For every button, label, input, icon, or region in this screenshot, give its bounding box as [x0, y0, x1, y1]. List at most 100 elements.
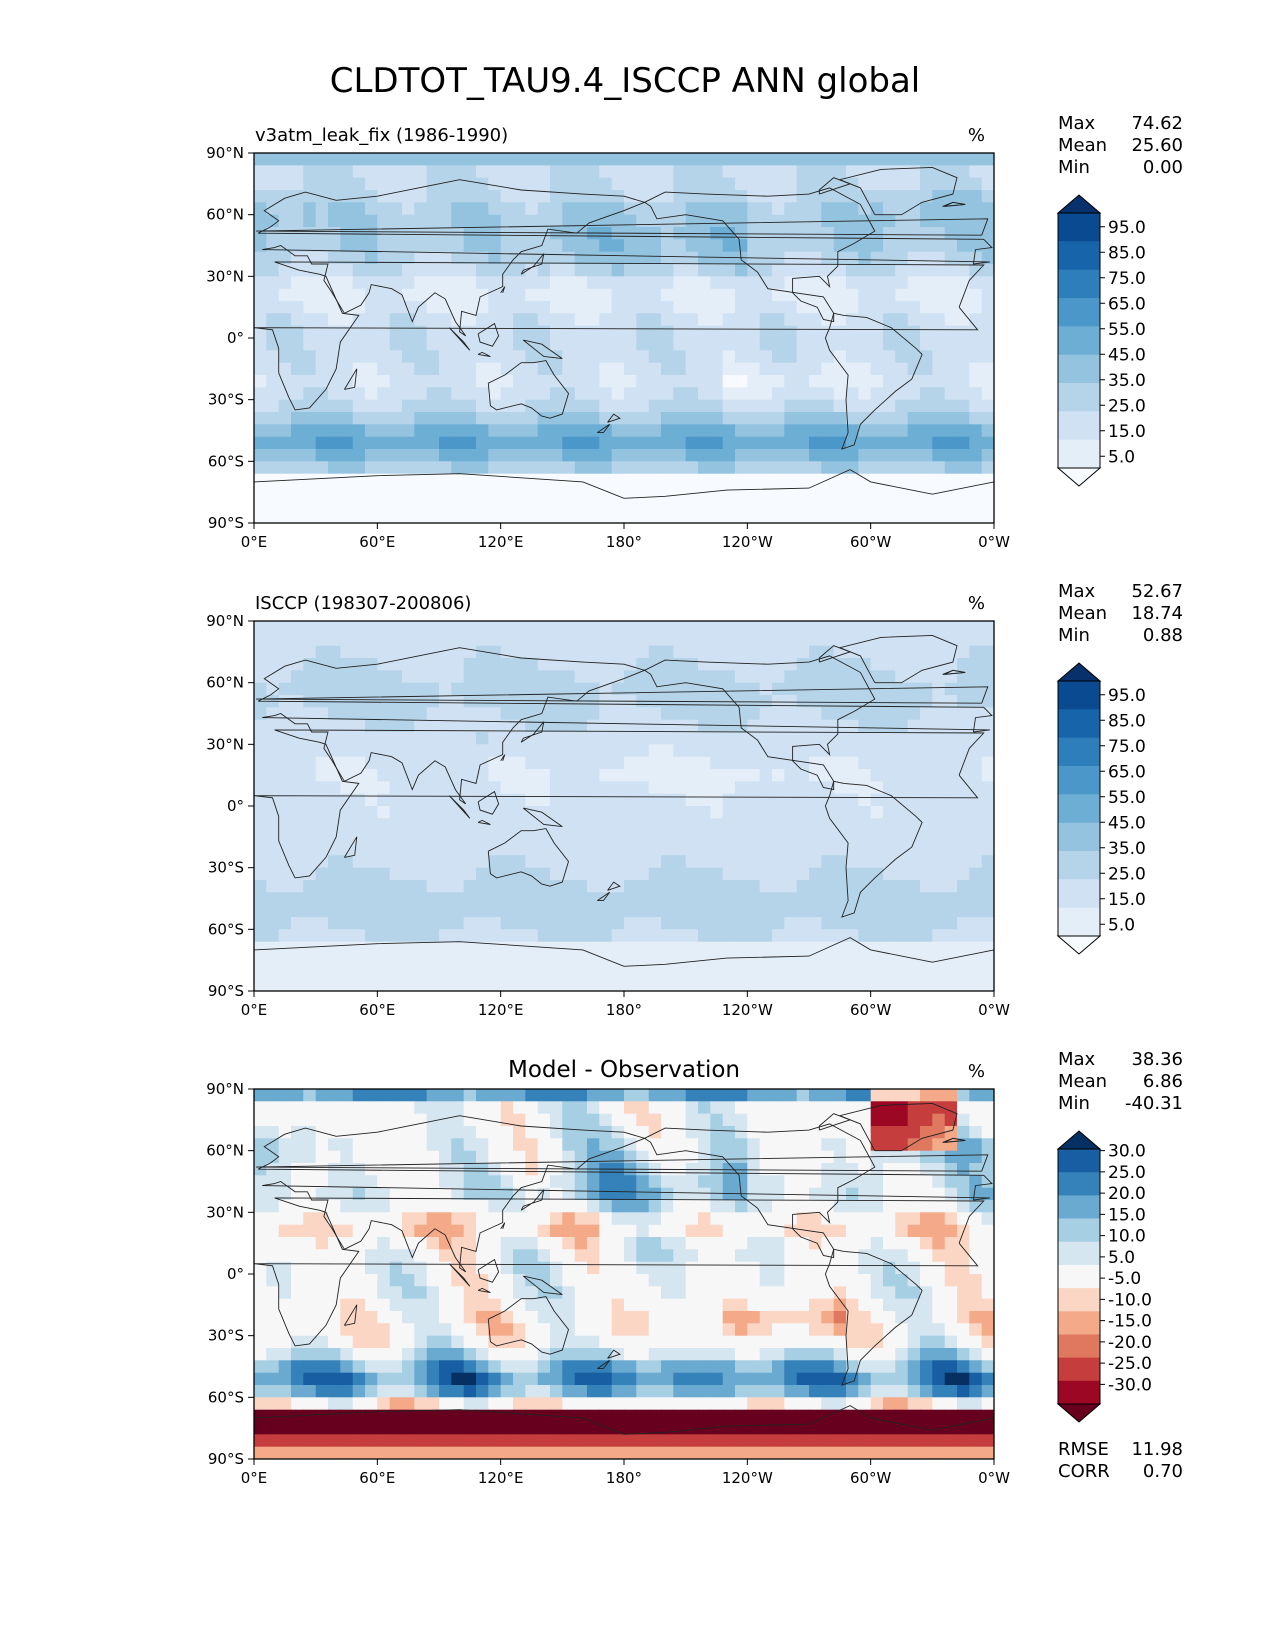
colorbar-level-label: 75.0: [1108, 737, 1146, 757]
colorbar-extend-bottom: [1056, 1403, 1102, 1423]
coastline-1: [257, 179, 993, 337]
coastline-6: [254, 1405, 994, 1435]
lat-tick-label: 90°N: [206, 144, 244, 162]
lat-tick-label: 90°S: [208, 1450, 244, 1468]
colorbar-level-label: 65.0: [1108, 294, 1146, 314]
stat-label: Max: [1058, 1049, 1096, 1070]
lon-tick-label: 120°E: [478, 1001, 524, 1019]
coastline-15: [344, 1304, 358, 1326]
colorbar-segment: [1058, 1264, 1100, 1289]
colorbar-3: 30.025.020.015.010.05.0-5.0-10.0-15.0-20…: [1056, 1130, 1152, 1423]
stat-label: Max: [1058, 113, 1096, 134]
colorbar-level-label: 15.0: [1108, 890, 1146, 910]
colorbar-level-label: 5.0: [1108, 1248, 1135, 1268]
colorbar-segment: [1058, 681, 1100, 710]
colorbar-level-label: 85.0: [1108, 711, 1146, 731]
colorbar-level-label: 35.0: [1108, 839, 1146, 859]
colorbar-segment: [1058, 766, 1100, 795]
coastline-1: [257, 647, 993, 805]
colorbar-segment: [1058, 709, 1100, 739]
colorbar-segment: [1058, 1357, 1100, 1382]
coastline-3: [824, 1248, 923, 1386]
colorbar-level-label: 95.0: [1108, 218, 1146, 238]
stat-label: Mean: [1058, 603, 1107, 624]
lon-tick-label: 60°E: [359, 1001, 395, 1019]
colorbar-segment: [1058, 1311, 1100, 1335]
stat-label: Min: [1058, 625, 1090, 646]
colorbar-level-label: 25.0: [1108, 1163, 1146, 1183]
coastline-13: [607, 881, 621, 891]
coastline-18: [942, 201, 966, 207]
stat-value: 74.62: [1131, 113, 1183, 134]
colorbar-level-label: -5.0: [1108, 1269, 1141, 1289]
coastline-3: [824, 312, 923, 450]
colorbar-level-label: 75.0: [1108, 269, 1146, 289]
coastline-1: [257, 1115, 993, 1273]
colorbar-segment: [1058, 822, 1100, 852]
colorbar-segment: [1058, 411, 1100, 441]
coastline-10: [523, 807, 563, 828]
coastline-0: [254, 1197, 985, 1347]
coastline-3: [824, 780, 923, 918]
colorbar-segment: [1058, 1380, 1100, 1405]
lat-tick-label: 90°N: [206, 1080, 244, 1098]
coastline-14: [597, 1359, 610, 1370]
field-1: [254, 153, 994, 523]
stat-value: 52.67: [1131, 581, 1183, 602]
coastline-16: [256, 1154, 989, 1172]
panel-subtitle: Model - Observation: [508, 1057, 740, 1083]
colorbar-segment: [1058, 241, 1100, 271]
colorbar-segment: [1058, 1172, 1100, 1196]
colorbar-segment: [1058, 213, 1100, 242]
coastline-9: [477, 322, 500, 347]
coastline-10: [523, 1275, 563, 1296]
colorbar-level-label: -30.0: [1108, 1375, 1152, 1395]
lat-tick-label: 0°: [227, 329, 244, 347]
colorbar-extend-top: [1056, 194, 1102, 214]
lon-tick-label: 0°W: [978, 533, 1010, 551]
colorbar-segment: [1058, 269, 1100, 299]
colorbar-level-label: 45.0: [1108, 813, 1146, 833]
metric-label: RMSE: [1058, 1439, 1109, 1460]
coastline-14: [597, 423, 610, 434]
coastline-18: [942, 669, 966, 675]
lon-tick-label: 0°E: [241, 533, 268, 551]
colorbar-frame: [1057, 680, 1101, 937]
colorbar-segment: [1058, 354, 1100, 384]
colorbar-level-label: -20.0: [1108, 1333, 1152, 1353]
colorbar-level-label: 30.0: [1108, 1142, 1146, 1162]
colorbar-level-label: 55.0: [1108, 320, 1146, 340]
colorbar-frame: [1057, 1148, 1101, 1405]
colorbar-segment: [1058, 1218, 1100, 1243]
coastline-6: [254, 937, 994, 967]
colorbar-level-label: 45.0: [1108, 345, 1146, 365]
coastline-2: [644, 655, 876, 791]
coastline-7: [448, 1263, 471, 1287]
colorbar-level-label: 65.0: [1108, 762, 1146, 782]
colorbar-level-label: 20.0: [1108, 1184, 1146, 1204]
colorbar-extend-top: [1056, 662, 1102, 682]
coastline-19: [818, 645, 852, 663]
lat-tick-label: 30°S: [208, 1327, 244, 1345]
figure-title: CLDTOT_TAU9.4_ISCCP ANN global: [330, 61, 921, 101]
stat-value: 38.36: [1131, 1049, 1183, 1070]
field-3: [254, 1089, 994, 1459]
coastline-7: [448, 327, 471, 351]
coastline-6: [254, 469, 994, 499]
panel-subtitle: v3atm_leak_fix (1986-1990): [255, 125, 508, 146]
coastline-8: [477, 1287, 491, 1293]
lon-tick-label: 180°: [606, 533, 642, 551]
coastline-2: [644, 1123, 876, 1259]
metric-value: 11.98: [1131, 1439, 1183, 1460]
map-panel-2: 90°N 60°N 30°N 0° 30°S 60°S 90°S0°E 60°E 120°E 18…: [206, 581, 1183, 1019]
coastlines-3: [254, 1102, 994, 1435]
coastline-13: [607, 413, 621, 423]
stat-value: 6.86: [1143, 1071, 1183, 1092]
colorbar-level-label: 35.0: [1108, 371, 1146, 391]
colorbar-segment: [1058, 737, 1100, 767]
coastline-19: [818, 1113, 852, 1131]
lat-tick-label: 30°N: [206, 735, 244, 753]
coastline-19: [818, 177, 852, 195]
coastline-4: [487, 1296, 569, 1355]
